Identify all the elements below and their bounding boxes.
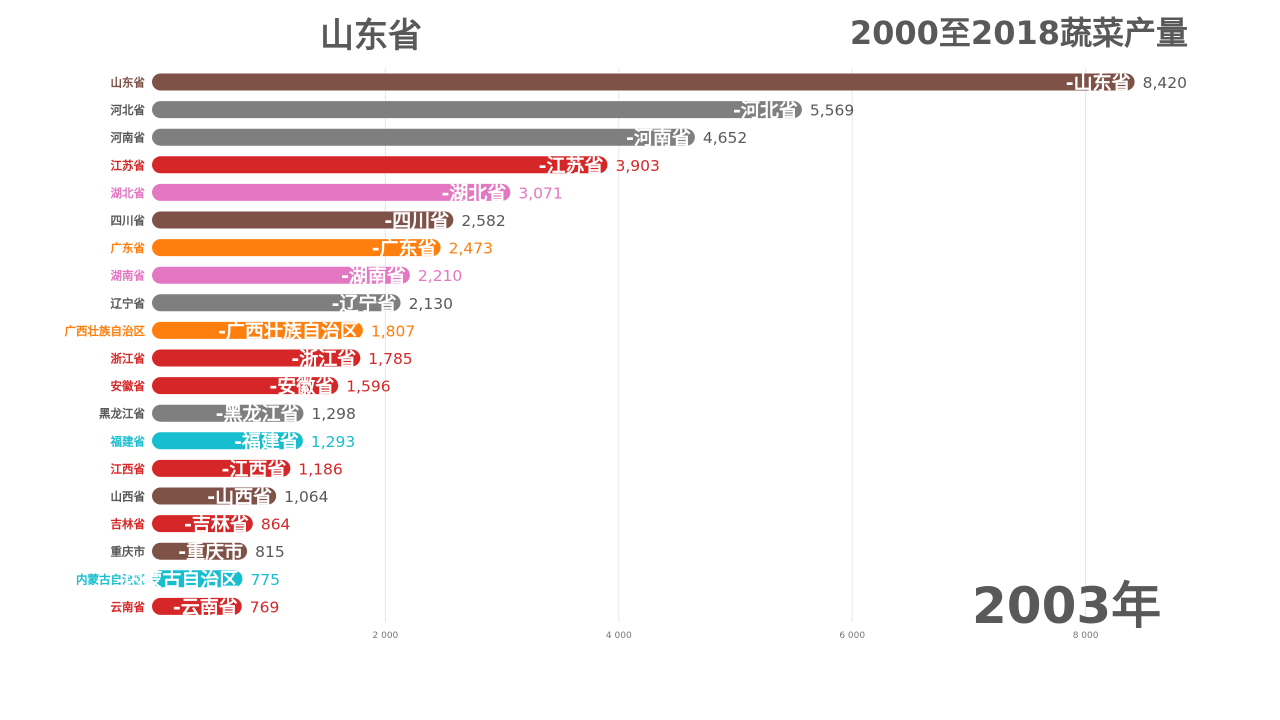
- bar-end-label: -福建省: [234, 430, 299, 453]
- value-label: 815: [255, 543, 285, 561]
- bar-end-label: -湖南省: [341, 265, 406, 287]
- category-label: 云南省: [111, 600, 146, 614]
- bar: [152, 211, 454, 229]
- bar: [152, 432, 303, 450]
- category-label: 湖南省: [111, 269, 146, 283]
- category-label: 黑龙江省: [99, 407, 145, 421]
- bar-end-label: -内蒙古自治区: [117, 568, 239, 591]
- category-label: 福建省: [110, 434, 146, 448]
- bar-end-label: -吉林省: [184, 513, 249, 536]
- bar-end-label: -云南省: [173, 596, 238, 618]
- value-label: 769: [250, 598, 280, 616]
- bar: [152, 321, 363, 339]
- bar: [152, 156, 608, 174]
- value-label: 2,582: [461, 212, 505, 230]
- category-label: 吉林省: [111, 517, 146, 531]
- category-label: 江西省: [111, 462, 146, 476]
- category-label: 广西壮族自治区: [65, 324, 146, 338]
- value-label: 2,130: [409, 295, 453, 313]
- bar: [152, 101, 802, 119]
- bar: [152, 459, 291, 477]
- category-label: 重庆市: [111, 545, 146, 559]
- bar-end-label: -辽宁省: [332, 292, 397, 315]
- category-label: 河北省: [111, 103, 146, 117]
- bar-end-label: -四川省: [384, 210, 449, 232]
- category-label: 四川省: [111, 214, 146, 228]
- bar-end-label: -河南省: [626, 127, 691, 149]
- value-label: 1,596: [346, 378, 390, 396]
- bar-end-label: -安徽省: [269, 375, 334, 398]
- value-label: 1,293: [311, 433, 355, 451]
- category-label: 辽宁省: [111, 296, 146, 310]
- bar-end-label: -重庆市: [178, 540, 243, 563]
- category-label: 河南省: [111, 131, 146, 145]
- bar: [152, 570, 243, 588]
- bar-end-label: -湖北省: [441, 182, 506, 204]
- bar: [152, 266, 410, 284]
- bar-end-label: -江苏省: [539, 154, 604, 177]
- value-label: 5,569: [810, 102, 854, 120]
- category-label: 山东省: [111, 76, 146, 90]
- value-label: 775: [250, 571, 280, 589]
- bar-end-label: -浙江省: [291, 347, 356, 370]
- value-label: 1,785: [368, 350, 412, 368]
- x-tick-label: 2 000: [373, 631, 399, 641]
- value-label: 1,807: [371, 322, 415, 340]
- value-label: 864: [261, 516, 291, 534]
- value-label: 8,420: [1143, 74, 1187, 92]
- bar-end-label: -山东省: [1066, 71, 1131, 94]
- bar: [152, 542, 248, 560]
- value-label: 3,903: [615, 157, 659, 175]
- x-tick-label: 8 000: [1073, 631, 1099, 641]
- bar: [152, 294, 401, 312]
- value-label: 4,652: [703, 129, 747, 147]
- bar: [152, 239, 441, 257]
- value-label: 1,064: [284, 488, 328, 506]
- leader-label: 山东省: [320, 16, 422, 56]
- bar: [152, 377, 339, 395]
- x-tick-label: 4 000: [606, 631, 632, 641]
- chart-title: 2000至2018蔬菜产量: [849, 14, 1188, 52]
- bar: [152, 349, 361, 367]
- category-label: 广东省: [111, 241, 146, 255]
- category-label: 江苏省: [111, 158, 146, 172]
- value-label: 2,473: [449, 240, 493, 258]
- bar-end-label: -山西省: [207, 486, 272, 508]
- bar-end-label: -黑龙江省: [216, 402, 300, 425]
- bar: [152, 597, 242, 615]
- value-label: 3,071: [518, 184, 562, 202]
- bar: [152, 183, 511, 201]
- x-tick-label: 6 000: [839, 631, 865, 641]
- category-label: 浙江省: [111, 352, 146, 366]
- year-label: 2003年: [972, 577, 1162, 635]
- bar-end-label: -广东省: [372, 237, 437, 260]
- bar-end-label: -河北省: [733, 100, 798, 122]
- bar: [152, 73, 1135, 91]
- category-label: 内蒙古自治区: [76, 572, 145, 586]
- category-label: 湖北省: [111, 186, 146, 200]
- bar: [152, 515, 253, 533]
- bar: [152, 404, 304, 422]
- value-label: 1,186: [298, 460, 342, 478]
- category-label: 安徽省: [111, 379, 146, 393]
- bar: [152, 487, 277, 505]
- value-label: 2,210: [418, 267, 462, 285]
- bar-end-label: -江西省: [222, 458, 287, 480]
- bar-end-label: -广西壮族自治区: [218, 319, 359, 342]
- category-label: 山西省: [111, 490, 146, 504]
- bar: [152, 128, 695, 146]
- value-label: 1,298: [311, 405, 355, 423]
